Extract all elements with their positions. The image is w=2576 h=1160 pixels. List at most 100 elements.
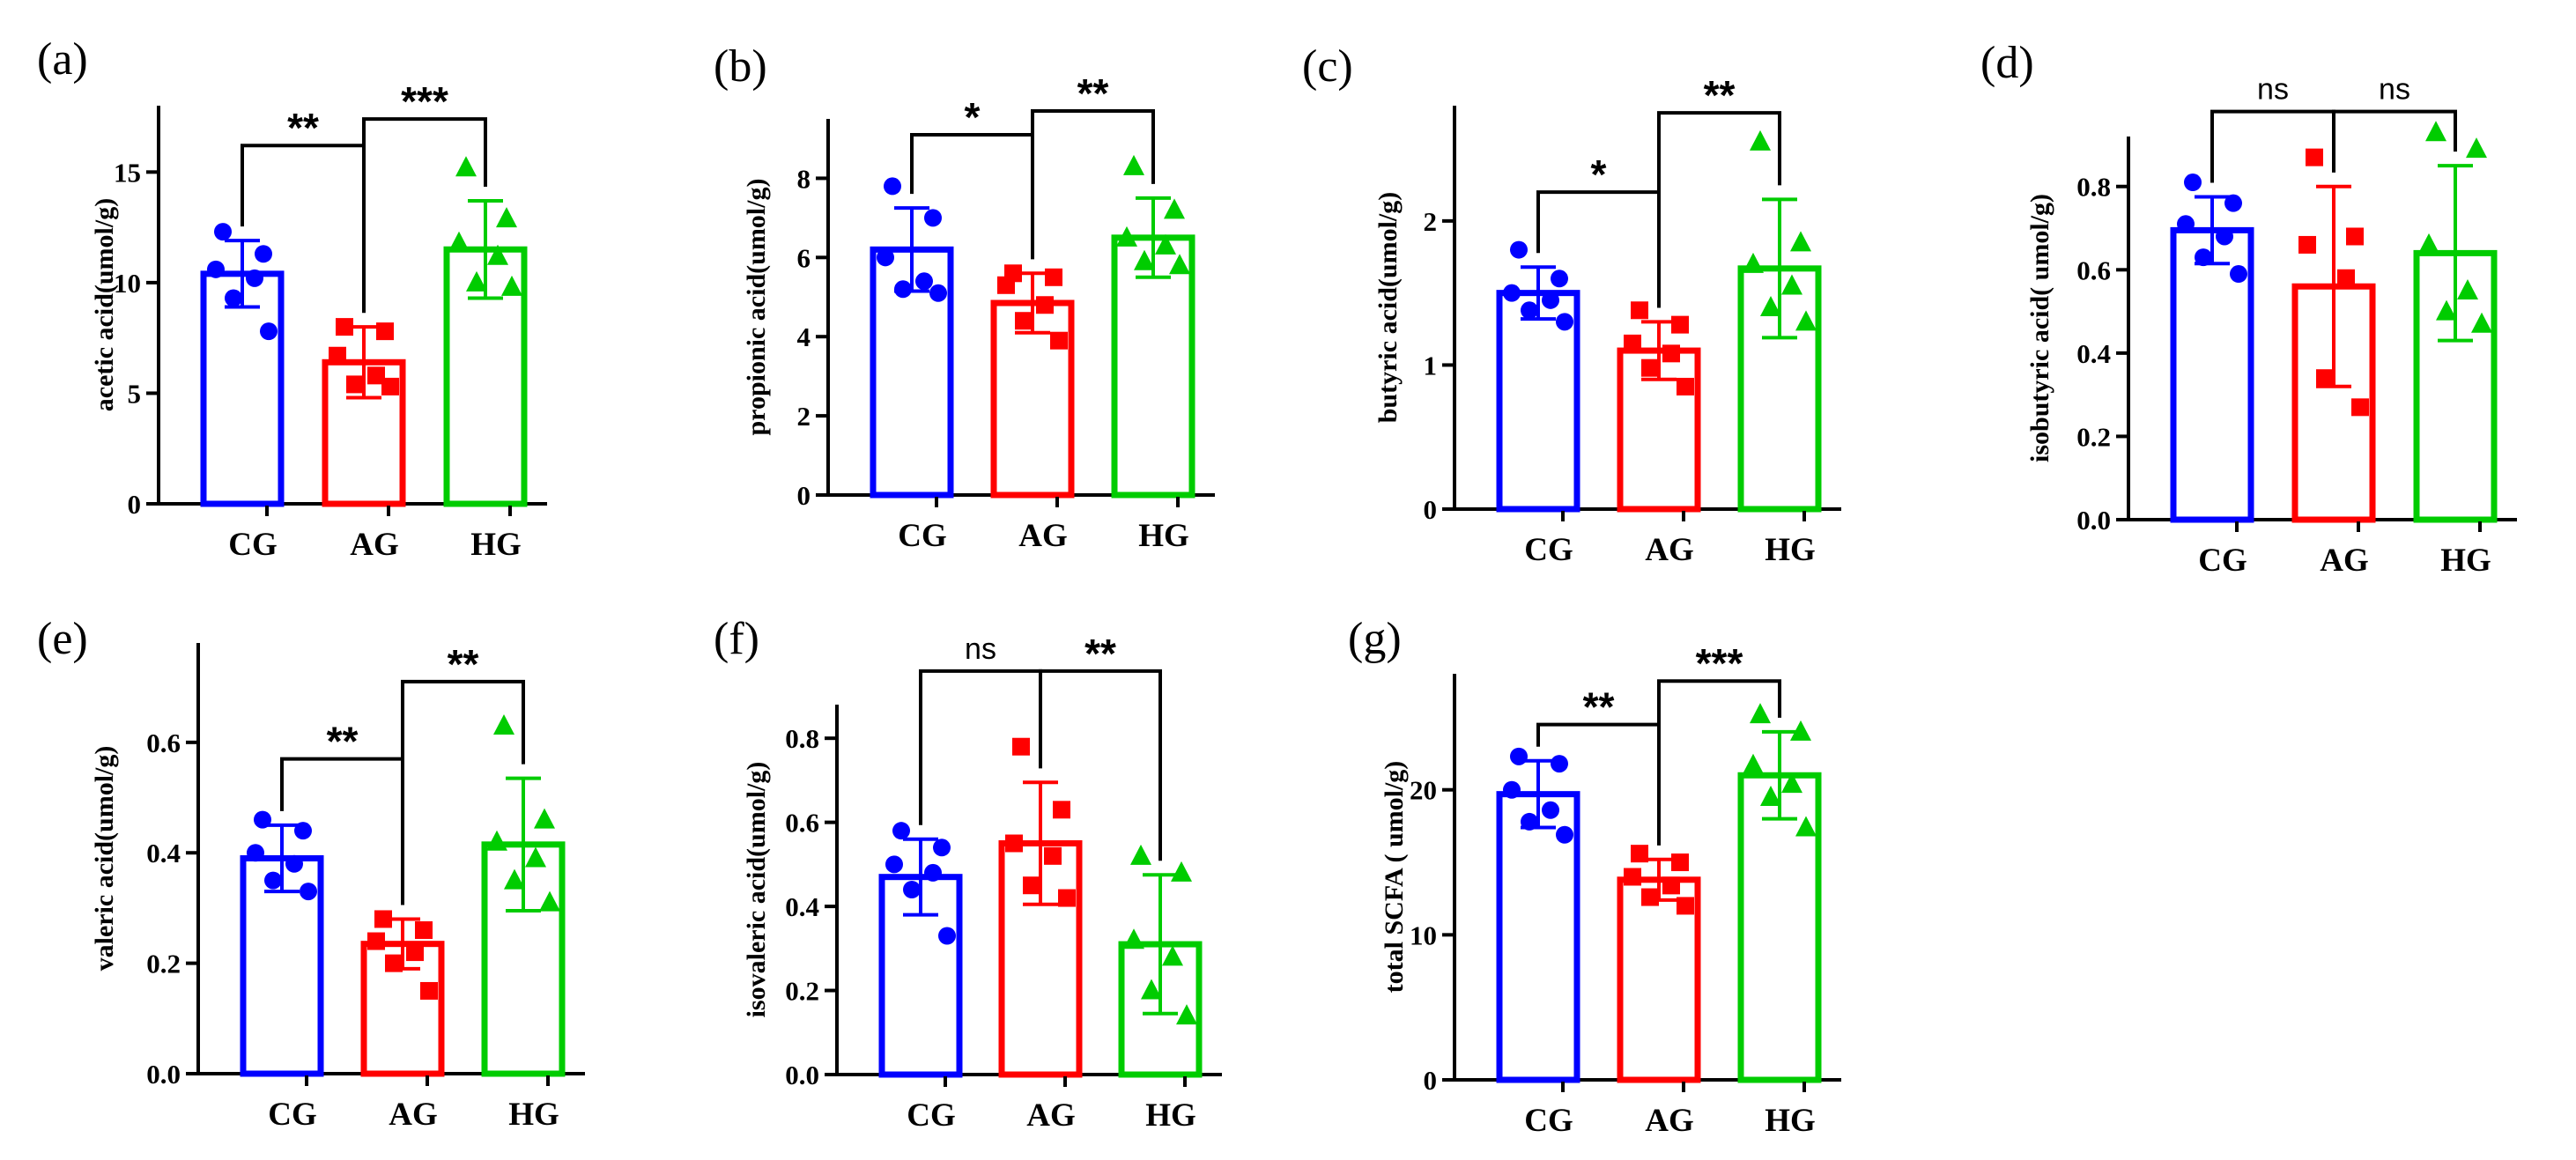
panel-label: (f) [714,614,759,664]
x-tick-label-CG: CG [1524,532,1573,568]
data-point-CG [2216,227,2233,246]
panel-e: (e) valeric acid(umol/g) 0.0 0.2 0.4 0.6 CG AG H… [37,614,585,1133]
data-point-AG [1677,377,1694,395]
y-tick-label: 0.6 [785,808,819,839]
significance-bracket [401,679,525,905]
data-point-CG [915,272,933,291]
data-point-AG [1662,344,1680,363]
data-point-AG [1005,834,1023,853]
data-point-CG [2177,215,2195,233]
data-point-AG [1624,334,1641,352]
x-tick-label-HG: HG [1765,532,1816,568]
x-tick-label-CG: CG [268,1097,317,1133]
data-point-AG [1677,897,1694,915]
y-tick-label: 0.2 [146,949,181,979]
data-point-HG [501,275,522,296]
data-point-CG [1521,301,1538,320]
x-tick-label-HG: HG [2440,543,2491,579]
y-tick-label: 20 [1410,775,1437,806]
data-point-AG [1058,889,1076,907]
data-point-CG [1503,780,1521,799]
x-tick-label-AG: AG [350,527,399,563]
data-point-CG [933,839,951,857]
data-point-HG [504,868,525,890]
significance-bracket [1031,109,1155,260]
data-point-HG [1169,254,1190,275]
y-tick-label: 0.6 [146,728,181,758]
data-point-AG [2298,235,2316,254]
x-tick-label-AG: AG [2320,543,2369,579]
y-axis-label: valeric acid(umol/g) [90,746,119,972]
significance-label: ns [2379,73,2410,107]
significance-bracket [1039,669,1162,861]
y-tick-label: 0.4 [785,891,819,922]
data-point-HG [1743,252,1764,273]
y-tick-label: 0 [128,489,142,520]
data-point-CG [1510,240,1528,259]
y-tick-label: 1 [1424,350,1438,381]
x-tick-label-HG: HG [470,527,522,563]
significance-label: ** [1084,631,1116,676]
data-point-AG [376,322,394,341]
data-point-CG [903,881,921,898]
panel-label: (g) [1348,614,1402,664]
x-tick-label-CG: CG [2198,543,2247,579]
data-point-HG [1795,310,1817,331]
data-point-HG [534,808,555,829]
data-point-CG [214,223,232,241]
significance-label: *** [1696,640,1743,686]
data-point-HG [1781,772,1802,794]
significance-label: ** [327,719,359,765]
data-point-HG [2425,121,2446,142]
data-point-AG [2337,269,2355,287]
y-tick-label: 0.2 [2076,421,2111,452]
x-tick-label-AG: AG [1645,532,1694,568]
data-point-HG [1795,816,1817,837]
data-point-CG [285,854,303,873]
data-point-HG [2436,299,2457,321]
data-point-AG [1012,737,1030,756]
data-point-AG [1662,876,1680,895]
y-tick-label: 0.4 [146,838,181,868]
data-point-CG [1551,270,1568,288]
y-axis-label: butyric acid(umol/g) [1373,192,1403,424]
data-point-CG [207,260,225,278]
data-point-HG [455,156,477,177]
data-point-CG [225,289,242,307]
data-point-AG [1624,868,1641,886]
data-point-HG [1141,979,1162,1000]
data-point-HG [1116,225,1137,247]
data-point-AG [2351,398,2369,417]
data-point-HG [2418,233,2439,254]
data-point-CG [924,863,942,882]
data-point-AG [415,921,433,939]
y-tick-label: 2 [797,401,811,432]
data-point-AG [1671,853,1689,872]
data-point-CG [247,844,264,862]
significance-label: ** [1583,684,1615,730]
y-tick-label: 0.0 [146,1059,181,1090]
data-point-CG [264,871,282,890]
data-point-CG [1542,291,1559,309]
y-tick-label: 10 [1410,920,1437,950]
data-point-AG [336,318,353,336]
data-point-HG [2466,137,2487,159]
data-point-CG [938,927,956,945]
data-point-HG [1760,296,1781,316]
data-point-AG [1053,801,1070,819]
data-point-HG [496,207,517,228]
y-tick-label: 10 [114,268,141,299]
x-tick-label-CG: CG [228,527,278,563]
data-point-HG [1760,785,1781,806]
y-tick-label: 0.8 [2076,172,2111,203]
data-point-HG [1176,1004,1197,1025]
significance-label: ns [965,632,996,666]
data-point-HG [539,890,560,912]
significance-label: ** [448,641,479,687]
significance-bracket [1536,722,1661,846]
data-point-AG [1641,888,1659,906]
